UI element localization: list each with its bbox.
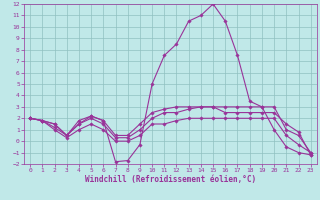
X-axis label: Windchill (Refroidissement éolien,°C): Windchill (Refroidissement éolien,°C)	[85, 175, 256, 184]
